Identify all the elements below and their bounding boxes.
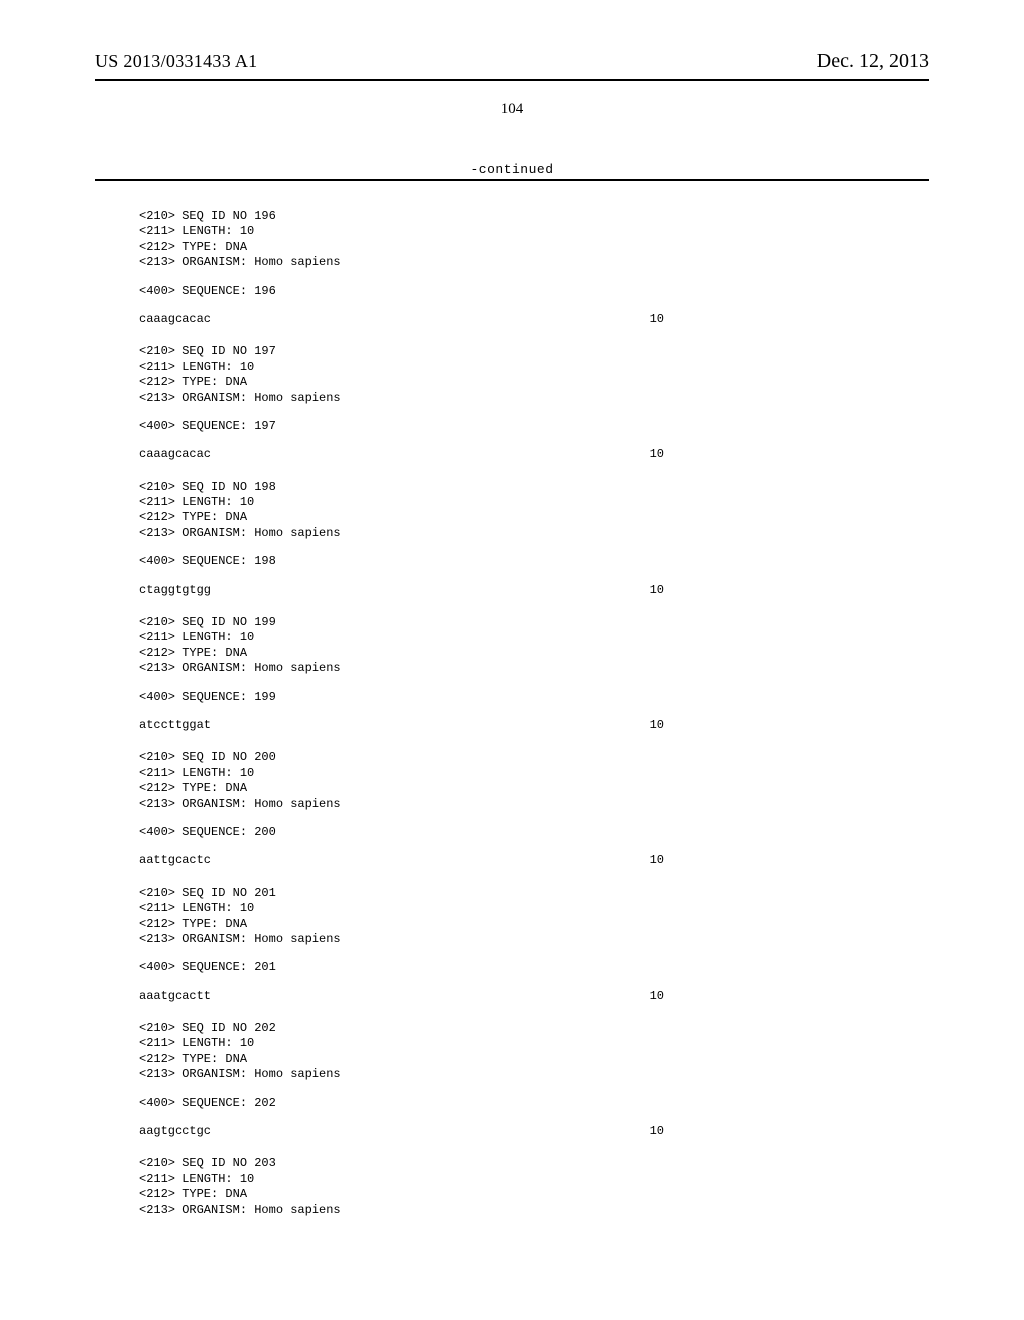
seq-meta-212: <212> TYPE: DNA [139, 1187, 929, 1201]
seq-meta-210: <210> SEQ ID NO 199 [139, 615, 929, 629]
seq-meta-400: <400> SEQUENCE: 200 [139, 825, 929, 839]
seq-meta-213: <213> ORGANISM: Homo sapiens [139, 1203, 929, 1217]
header-row: US 2013/0331433 A1 Dec. 12, 2013 [95, 50, 929, 73]
seq-line: caaagcacac 10 [139, 312, 929, 326]
seq-meta-211: <211> LENGTH: 10 [139, 360, 929, 374]
seq-meta-400: <400> SEQUENCE: 201 [139, 960, 929, 974]
seq-meta-212: <212> TYPE: DNA [139, 646, 929, 660]
seq-meta-210: <210> SEQ ID NO 196 [139, 209, 929, 223]
seq-meta-400: <400> SEQUENCE: 197 [139, 419, 929, 433]
header-rule [95, 79, 929, 81]
seq-meta-400: <400> SEQUENCE: 196 [139, 284, 929, 298]
seq-meta-212: <212> TYPE: DNA [139, 510, 929, 524]
seq-position: 10 [650, 989, 664, 1003]
seq-meta-213: <213> ORGANISM: Homo sapiens [139, 661, 929, 675]
page-number: 104 [95, 101, 929, 118]
seq-text: caaagcacac [139, 447, 211, 461]
seq-line: caaagcacac 10 [139, 447, 929, 461]
seq-meta-212: <212> TYPE: DNA [139, 1052, 929, 1066]
seq-meta-213: <213> ORGANISM: Homo sapiens [139, 797, 929, 811]
seq-meta-213: <213> ORGANISM: Homo sapiens [139, 1067, 929, 1081]
seq-meta-212: <212> TYPE: DNA [139, 240, 929, 254]
seq-meta-210: <210> SEQ ID NO 203 [139, 1156, 929, 1170]
seq-meta-211: <211> LENGTH: 10 [139, 766, 929, 780]
seq-text: atccttggat [139, 718, 211, 732]
page: US 2013/0331433 A1 Dec. 12, 2013 104 -co… [0, 0, 1024, 1320]
seq-line: ctaggtgtgg 10 [139, 583, 929, 597]
seq-position: 10 [650, 718, 664, 732]
seq-meta-211: <211> LENGTH: 10 [139, 630, 929, 644]
seq-meta-213: <213> ORGANISM: Homo sapiens [139, 526, 929, 540]
seq-position: 10 [650, 583, 664, 597]
continued-rule [95, 179, 929, 181]
seq-block: <210> SEQ ID NO 202<211> LENGTH: 10 <212>… [139, 1021, 929, 1138]
seq-meta-211: <211> LENGTH: 10 [139, 1172, 929, 1186]
seq-block: <210> SEQ ID NO 198<211> LENGTH: 10<212>… [139, 480, 929, 597]
seq-position: 10 [650, 1124, 664, 1138]
seq-line: aaatgcactt 10 [139, 989, 929, 1003]
seq-meta-400: <400> SEQUENCE: 198 [139, 554, 929, 568]
seq-block: <210> SEQ ID NO 196<211> LENGTH: 10 <212>… [139, 209, 929, 326]
sequence-listing: <210> SEQ ID NO 196<211> LENGTH: 10<212>… [95, 209, 929, 1217]
seq-text: caaagcacac [139, 312, 211, 326]
seq-meta-212: <212> TYPE: DNA [139, 375, 929, 389]
seq-meta-211: <211> LENGTH: 10 [139, 901, 929, 915]
seq-block: <210> SEQ ID NO 200 <211> LENGTH: 10<212>… [139, 750, 929, 867]
seq-meta-400: <400> SEQUENCE: 202 [139, 1096, 929, 1110]
seq-text: aagtgcctgc [139, 1124, 211, 1138]
seq-meta-213: <213> ORGANISM: Homo sapiens [139, 932, 929, 946]
seq-meta-213: <213> ORGANISM: Homo sapiens [139, 255, 929, 269]
seq-meta-211: <211> LENGTH: 10 [139, 224, 929, 238]
seq-meta-210: <210> SEQ ID NO 198 [139, 480, 929, 494]
seq-line: aattgcactc 10 [139, 853, 929, 867]
publication-number: US 2013/0331433 A1 [95, 51, 257, 72]
seq-block: <210> SEQ ID NO 199<211> LENGTH: 10 <212>… [139, 615, 929, 732]
seq-meta-212: <212> TYPE: DNA [139, 917, 929, 931]
seq-line: atccttggat 10 [139, 718, 929, 732]
seq-meta-210: <210> SEQ ID NO 200 [139, 750, 929, 764]
seq-block: <210> SEQ ID NO 203 <211> LENGTH: 10<212>… [139, 1156, 929, 1217]
seq-block: <210> SEQ ID NO 201<211> LENGTH: 10 <212>… [139, 886, 929, 1003]
seq-meta-211: <211> LENGTH: 10 [139, 1036, 929, 1050]
seq-position: 10 [650, 447, 664, 461]
seq-meta-212: <212> TYPE: DNA [139, 781, 929, 795]
seq-meta-210: <210> SEQ ID NO 201 [139, 886, 929, 900]
seq-position: 10 [650, 853, 664, 867]
seq-line: aagtgcctgc 10 [139, 1124, 929, 1138]
seq-block: <210> SEQ ID NO 197 <211> LENGTH: 10<212>… [139, 344, 929, 461]
seq-meta-210: <210> SEQ ID NO 202 [139, 1021, 929, 1035]
continued-label: -continued [95, 162, 929, 177]
seq-meta-400: <400> SEQUENCE: 199 [139, 690, 929, 704]
publication-date: Dec. 12, 2013 [817, 50, 929, 73]
seq-meta-213: <213> ORGANISM: Homo sapiens [139, 391, 929, 405]
seq-meta-211: <211> LENGTH: 10 [139, 495, 929, 509]
seq-position: 10 [650, 312, 664, 326]
seq-text: ctaggtgtgg [139, 583, 211, 597]
seq-text: aattgcactc [139, 853, 211, 867]
seq-text: aaatgcactt [139, 989, 211, 1003]
seq-meta-210: <210> SEQ ID NO 197 [139, 344, 929, 358]
